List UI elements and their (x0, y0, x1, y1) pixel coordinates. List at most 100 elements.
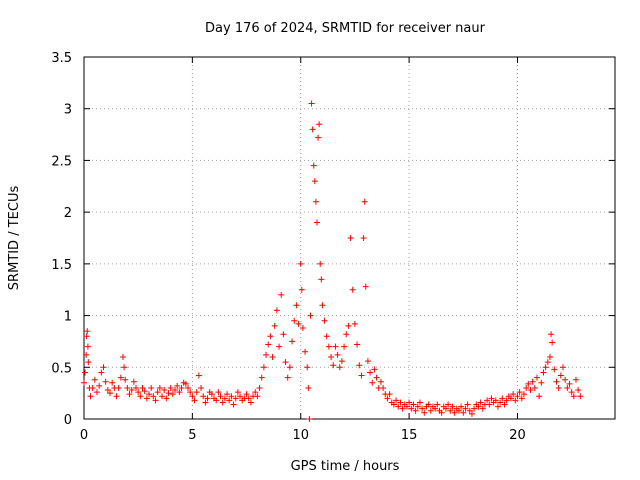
data-point (96, 382, 103, 389)
data-point (139, 384, 146, 391)
data-point (568, 389, 575, 396)
data-point (182, 380, 189, 387)
data-point (115, 384, 122, 391)
data-point (542, 364, 549, 371)
data-point (193, 389, 200, 396)
y-axis-label: SRMTID / TECUs (7, 186, 22, 291)
data-point (299, 324, 306, 331)
data-point (232, 395, 239, 402)
data-point (312, 198, 319, 205)
data-point (224, 391, 231, 398)
y-tick-label: 3.5 (51, 51, 72, 66)
data-point (267, 333, 274, 340)
data-point (549, 339, 556, 346)
data-point (150, 393, 157, 400)
data-point (369, 379, 376, 386)
data-point (113, 393, 120, 400)
data-point (172, 387, 179, 394)
data-point (468, 410, 475, 417)
data-point (360, 235, 367, 241)
data-point (564, 384, 571, 391)
data-point (124, 384, 131, 391)
data-point (499, 395, 506, 402)
y-tick-label: 1.5 (51, 258, 72, 273)
data-point (306, 416, 313, 422)
data-point (323, 333, 330, 340)
x-tick-label: 10 (292, 428, 309, 443)
data-point (562, 376, 569, 383)
data-point (226, 397, 233, 404)
data-point (169, 391, 176, 398)
data-point (245, 395, 252, 402)
data-point (527, 387, 534, 394)
data-point (397, 399, 404, 406)
data-point (330, 362, 337, 369)
data-point (544, 359, 551, 366)
data-point (343, 331, 350, 338)
data-point (137, 393, 144, 400)
data-point (325, 343, 332, 350)
data-point (425, 401, 432, 408)
y-tick-label: 2.5 (51, 154, 72, 169)
data-point (386, 391, 393, 398)
data-point (533, 374, 540, 381)
data-point (121, 364, 128, 371)
data-point (531, 384, 538, 391)
data-point (176, 389, 183, 396)
data-point (494, 403, 501, 410)
data-point (215, 389, 222, 396)
data-point (297, 260, 304, 267)
data-point (318, 276, 325, 283)
data-point (486, 401, 493, 408)
data-point (315, 134, 322, 141)
data-point (516, 389, 523, 396)
data-point (525, 380, 532, 387)
data-point (163, 395, 170, 402)
data-point (243, 391, 250, 398)
data-point (305, 384, 312, 391)
data-point (475, 403, 482, 410)
data-point (273, 307, 280, 314)
data-point (130, 378, 137, 385)
data-point (298, 286, 305, 293)
plot-frame (83, 56, 616, 420)
chart-title: Day 176 of 2024, SRMTID for receiver nau… (205, 21, 486, 36)
data-point (523, 384, 530, 391)
axis-ticks: 0 5 10 15 20 0 0.5 1 1.5 2 2.5 3 3.5 (51, 51, 615, 443)
data-point (566, 380, 573, 387)
data-point (572, 376, 579, 383)
data-point (408, 405, 415, 412)
data-point (154, 389, 161, 396)
data-point (81, 379, 87, 386)
data-point (575, 387, 582, 394)
data-point (399, 405, 406, 412)
data-point (510, 391, 517, 398)
y-tick-label: 2 (64, 206, 72, 221)
data-point (414, 403, 421, 410)
data-point (317, 260, 324, 267)
data-point (159, 393, 166, 400)
data-point (466, 407, 473, 414)
data-point (307, 312, 314, 319)
data-point (234, 389, 241, 396)
data-point (328, 353, 335, 360)
data-point (94, 389, 101, 396)
data-point (520, 391, 527, 398)
data-point (351, 320, 358, 327)
data-point (451, 409, 458, 416)
x-tick-label: 15 (401, 428, 418, 443)
data-point (167, 384, 174, 391)
data-point (295, 320, 302, 327)
data-point (152, 397, 159, 404)
data-point (488, 395, 495, 402)
data-point (336, 364, 343, 371)
data-point (258, 374, 265, 381)
y-tick-label: 1 (64, 310, 72, 325)
data-point (228, 393, 235, 400)
data-point (208, 391, 215, 398)
data-point (380, 384, 387, 391)
data-point (278, 291, 285, 298)
data-point (237, 393, 244, 400)
data-point (217, 393, 224, 400)
data-point (109, 379, 116, 386)
